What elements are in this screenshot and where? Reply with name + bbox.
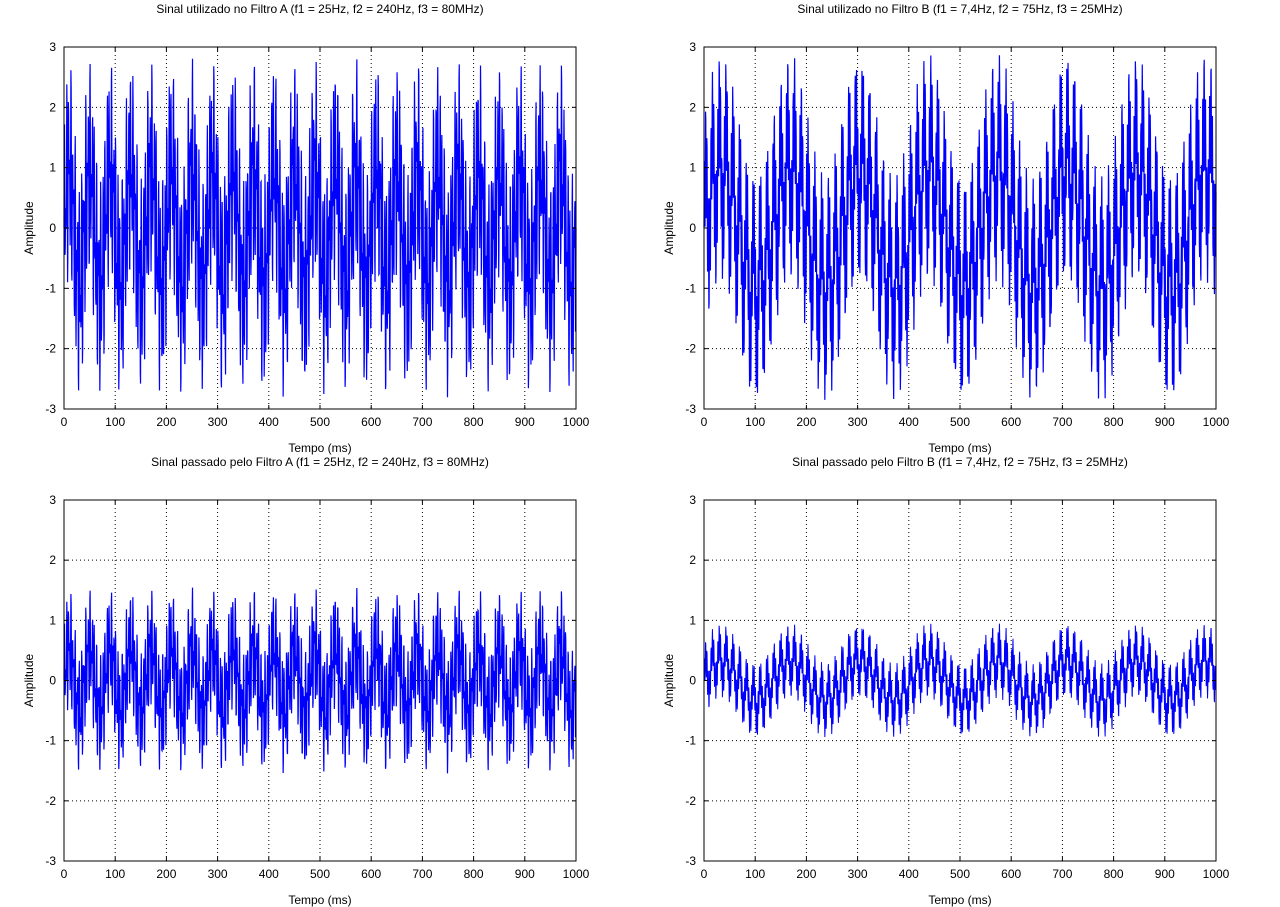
x-tick-label: 0 xyxy=(701,415,708,429)
x-tick-label: 200 xyxy=(796,867,816,881)
x-tick-label: 1000 xyxy=(563,415,590,429)
y-tick-label: 3 xyxy=(689,493,696,507)
y-tick-label: -2 xyxy=(45,794,56,808)
y-axis-label: Amplitude xyxy=(662,201,676,255)
x-tick-label: 600 xyxy=(1001,415,1021,429)
x-tick-label: 800 xyxy=(464,867,484,881)
x-tick-label: 800 xyxy=(1104,867,1124,881)
x-tick-label: 0 xyxy=(61,415,68,429)
x-tick-label: 800 xyxy=(1104,415,1124,429)
y-tick-label: 0 xyxy=(689,674,696,688)
y-tick-label: 3 xyxy=(49,40,56,54)
y-tick-label: 1 xyxy=(689,613,696,627)
x-tick-label: 100 xyxy=(105,867,125,881)
signal-line xyxy=(63,587,577,774)
y-tick-label: -1 xyxy=(685,281,696,295)
x-tick-label: 700 xyxy=(412,415,432,429)
x-tick-label: 900 xyxy=(515,415,535,429)
y-tick-label: -1 xyxy=(685,734,696,748)
y-tick-label: 1 xyxy=(689,161,696,175)
x-tick-label: 300 xyxy=(848,415,868,429)
x-tick-label: 200 xyxy=(796,415,816,429)
x-tick-label: 0 xyxy=(701,867,708,881)
x-tick-label: 600 xyxy=(361,867,381,881)
x-axis-label: Tempo (ms) xyxy=(288,893,351,907)
y-tick-label: 2 xyxy=(49,100,56,114)
y-axis-label: Amplitude xyxy=(662,654,676,708)
y-tick-label: -3 xyxy=(45,854,56,868)
x-axis-label: Tempo (ms) xyxy=(288,441,351,455)
chart-title: Sinal passado pelo Filtro A (f1 = 25Hz, … xyxy=(151,455,489,469)
x-tick-label: 200 xyxy=(156,867,176,881)
y-tick-label: -3 xyxy=(685,854,696,868)
y-tick-label: -1 xyxy=(45,734,56,748)
y-tick-label: 3 xyxy=(689,40,696,54)
x-tick-label: 600 xyxy=(1001,867,1021,881)
x-tick-label: 500 xyxy=(950,415,970,429)
x-tick-label: 300 xyxy=(848,867,868,881)
x-tick-label: 700 xyxy=(1052,415,1072,429)
x-tick-label: 100 xyxy=(105,415,125,429)
signal-line xyxy=(703,55,1217,400)
y-tick-label: -2 xyxy=(685,794,696,808)
x-tick-label: 500 xyxy=(310,415,330,429)
y-tick-label: 2 xyxy=(689,100,696,114)
chart-title: Sinal utilizado no Filtro A (f1 = 25Hz, … xyxy=(156,2,483,16)
x-tick-label: 800 xyxy=(464,415,484,429)
chart-2: Sinal utilizado no Filtro B (f1 = 7,4Hz,… xyxy=(662,2,1230,455)
y-axis-label: Amplitude xyxy=(22,201,36,255)
x-tick-label: 400 xyxy=(899,867,919,881)
x-tick-label: 500 xyxy=(310,867,330,881)
chart-1: Sinal utilizado no Filtro A (f1 = 25Hz, … xyxy=(22,2,590,455)
x-tick-label: 600 xyxy=(361,415,381,429)
signal-line xyxy=(63,58,577,398)
chart-title: Sinal utilizado no Filtro B (f1 = 7,4Hz,… xyxy=(797,2,1122,16)
x-tick-label: 700 xyxy=(1052,867,1072,881)
x-tick-label: 400 xyxy=(259,415,279,429)
x-tick-label: 300 xyxy=(208,415,228,429)
x-tick-label: 400 xyxy=(899,415,919,429)
y-tick-label: -2 xyxy=(45,342,56,356)
x-tick-label: 400 xyxy=(259,867,279,881)
chart-3: Sinal passado pelo Filtro A (f1 = 25Hz, … xyxy=(22,455,590,907)
y-tick-label: 2 xyxy=(689,553,696,567)
x-tick-label: 1000 xyxy=(1203,867,1230,881)
y-tick-label: 0 xyxy=(49,674,56,688)
x-tick-label: 700 xyxy=(412,867,432,881)
y-tick-label: -1 xyxy=(45,281,56,295)
x-tick-label: 200 xyxy=(156,415,176,429)
y-tick-label: 0 xyxy=(689,221,696,235)
y-tick-label: 1 xyxy=(49,613,56,627)
x-tick-label: 1000 xyxy=(563,867,590,881)
x-axis-label: Tempo (ms) xyxy=(928,893,991,907)
y-tick-label: 3 xyxy=(49,493,56,507)
x-tick-label: 100 xyxy=(745,415,765,429)
y-tick-label: 2 xyxy=(49,553,56,567)
chart-4: Sinal passado pelo Filtro B (f1 = 7,4Hz,… xyxy=(662,455,1230,907)
x-tick-label: 300 xyxy=(208,867,228,881)
x-axis-label: Tempo (ms) xyxy=(928,441,991,455)
y-tick-label: -3 xyxy=(685,402,696,416)
y-tick-label: 1 xyxy=(49,161,56,175)
chart-title: Sinal passado pelo Filtro B (f1 = 7,4Hz,… xyxy=(792,455,1128,469)
x-tick-label: 1000 xyxy=(1203,415,1230,429)
x-tick-label: 900 xyxy=(515,867,535,881)
y-tick-label: -3 xyxy=(45,402,56,416)
x-tick-label: 900 xyxy=(1155,415,1175,429)
y-tick-label: -2 xyxy=(685,342,696,356)
x-tick-label: 100 xyxy=(745,867,765,881)
x-tick-label: 0 xyxy=(61,867,68,881)
x-tick-label: 500 xyxy=(950,867,970,881)
x-tick-label: 900 xyxy=(1155,867,1175,881)
y-tick-label: 0 xyxy=(49,221,56,235)
signal-line xyxy=(703,623,1217,738)
y-axis-label: Amplitude xyxy=(22,654,36,708)
